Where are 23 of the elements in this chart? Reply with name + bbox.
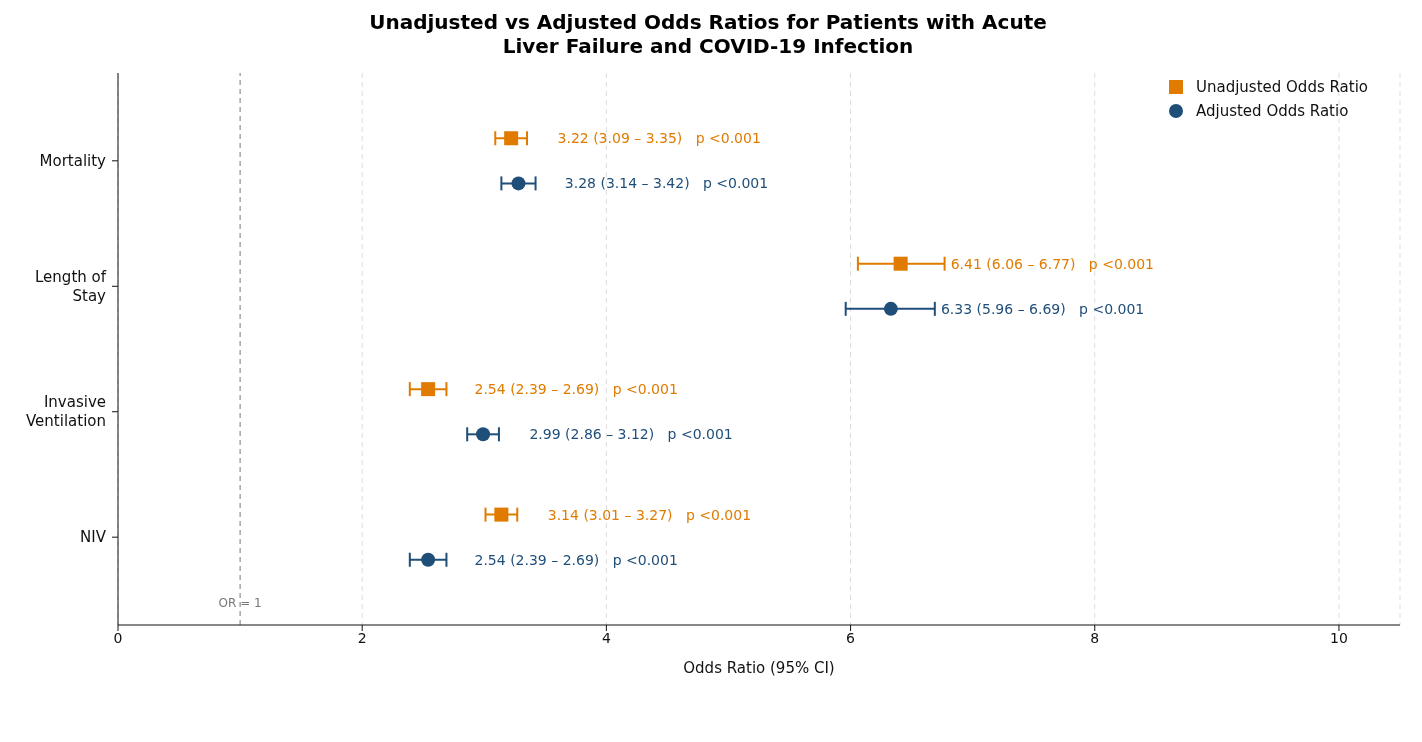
chart-title: Unadjusted vs Adjusted Odds Ratios for Patients with Acute Liver Failure and COVID-19 Infection bbox=[368, 9, 1048, 60]
data-label: 2.54 (2.39 – 2.69) p <0.001 bbox=[474, 551, 678, 568]
y-tick-label: Length of Stay bbox=[35, 267, 107, 305]
x-tick-label: 6 bbox=[846, 629, 856, 646]
ref-line-label: OR = 1 bbox=[218, 596, 262, 610]
x-tick-label: 8 bbox=[1090, 629, 1100, 646]
y-tick-label: Mortality bbox=[39, 151, 107, 170]
data-label: 2.99 (2.86 – 3.12) p <0.001 bbox=[529, 426, 733, 443]
x-tick-label: 2 bbox=[357, 629, 367, 646]
data-label: 2.54 (2.39 – 2.69) p <0.001 bbox=[474, 381, 678, 398]
x-axis-title: Odds Ratio (95% CI) bbox=[683, 659, 835, 677]
data-label: 6.33 (5.96 – 6.69) p <0.001 bbox=[940, 300, 1145, 317]
y-tick-label: NIV bbox=[80, 528, 107, 547]
x-tick-label: 4 bbox=[601, 629, 611, 646]
y-tick-label: Invasive Ventilation bbox=[26, 393, 106, 431]
data-label: 3.28 (3.14 – 3.42) p <0.001 bbox=[564, 175, 769, 192]
legend-label: Unadjusted Odds Ratio bbox=[1195, 78, 1368, 96]
data-label: 6.41 (6.06 – 6.77) p <0.001 bbox=[950, 255, 1154, 272]
x-tick-label: 0 bbox=[113, 629, 123, 646]
data-label: 3.14 (3.01 – 3.27) p <0.001 bbox=[547, 506, 752, 523]
x-tick-label: 10 bbox=[1330, 629, 1348, 646]
data-label: 3.22 (3.09 – 3.35) p <0.001 bbox=[557, 130, 761, 147]
legend-label: Adjusted Odds Ratio bbox=[1195, 102, 1349, 120]
